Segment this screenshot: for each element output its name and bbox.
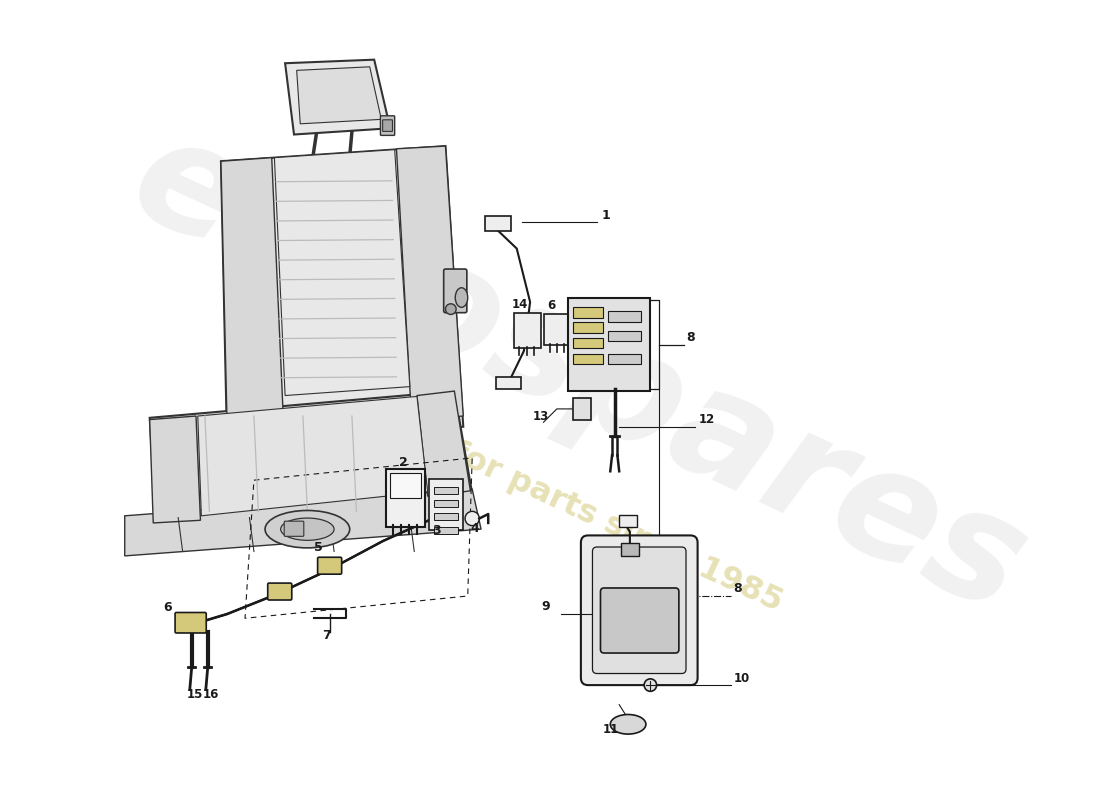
Polygon shape bbox=[285, 60, 390, 134]
FancyBboxPatch shape bbox=[386, 470, 425, 526]
Bar bbox=[433, 513, 458, 520]
FancyBboxPatch shape bbox=[429, 479, 463, 530]
Bar bbox=[433, 500, 458, 507]
FancyBboxPatch shape bbox=[381, 116, 395, 135]
Text: 10: 10 bbox=[734, 671, 750, 685]
Ellipse shape bbox=[455, 288, 468, 307]
FancyBboxPatch shape bbox=[514, 313, 541, 348]
Text: 2: 2 bbox=[399, 456, 408, 469]
Bar bbox=[573, 398, 591, 421]
Circle shape bbox=[645, 679, 657, 691]
Polygon shape bbox=[297, 66, 382, 124]
Text: 8: 8 bbox=[686, 331, 694, 344]
FancyBboxPatch shape bbox=[544, 314, 570, 345]
Text: eurospares: eurospares bbox=[110, 102, 1048, 645]
Polygon shape bbox=[396, 146, 463, 420]
FancyBboxPatch shape bbox=[601, 588, 679, 653]
Text: 7: 7 bbox=[322, 629, 331, 642]
Circle shape bbox=[446, 304, 456, 314]
FancyBboxPatch shape bbox=[318, 558, 342, 574]
Polygon shape bbox=[124, 489, 481, 556]
Bar bbox=[390, 473, 420, 498]
Polygon shape bbox=[274, 150, 410, 395]
Text: 11: 11 bbox=[603, 723, 619, 736]
Bar bbox=[573, 354, 603, 364]
FancyBboxPatch shape bbox=[485, 217, 512, 230]
Polygon shape bbox=[150, 416, 200, 523]
Text: 6: 6 bbox=[163, 601, 172, 614]
Text: 9: 9 bbox=[541, 600, 550, 614]
Text: 14: 14 bbox=[512, 298, 528, 311]
FancyBboxPatch shape bbox=[284, 521, 304, 536]
Ellipse shape bbox=[265, 510, 350, 548]
Bar bbox=[607, 311, 641, 322]
FancyBboxPatch shape bbox=[621, 543, 639, 556]
Text: 12: 12 bbox=[698, 413, 715, 426]
Text: 13: 13 bbox=[532, 410, 549, 423]
Bar bbox=[433, 526, 458, 534]
FancyBboxPatch shape bbox=[593, 547, 686, 674]
FancyBboxPatch shape bbox=[267, 583, 292, 600]
Text: 1: 1 bbox=[602, 209, 610, 222]
Text: 4: 4 bbox=[471, 522, 480, 535]
Circle shape bbox=[465, 511, 480, 526]
Bar bbox=[433, 487, 458, 494]
FancyBboxPatch shape bbox=[581, 535, 697, 685]
FancyBboxPatch shape bbox=[619, 515, 637, 527]
Bar bbox=[573, 307, 603, 318]
Bar bbox=[573, 322, 603, 333]
Ellipse shape bbox=[280, 518, 334, 540]
Ellipse shape bbox=[610, 714, 646, 734]
FancyBboxPatch shape bbox=[569, 298, 650, 391]
Polygon shape bbox=[221, 146, 463, 449]
FancyBboxPatch shape bbox=[175, 613, 206, 633]
Text: 6: 6 bbox=[547, 299, 556, 312]
Text: 3: 3 bbox=[432, 524, 441, 537]
Polygon shape bbox=[221, 158, 284, 429]
Polygon shape bbox=[150, 391, 472, 525]
Bar bbox=[607, 354, 641, 364]
Text: 16: 16 bbox=[204, 689, 220, 702]
FancyBboxPatch shape bbox=[443, 269, 466, 313]
Text: 5: 5 bbox=[314, 542, 322, 554]
Bar bbox=[607, 330, 641, 341]
Polygon shape bbox=[198, 397, 428, 516]
Text: 8: 8 bbox=[734, 582, 741, 595]
Bar bbox=[573, 338, 603, 348]
FancyBboxPatch shape bbox=[383, 120, 393, 131]
Polygon shape bbox=[417, 391, 471, 496]
Text: a passion for parts since 1985: a passion for parts since 1985 bbox=[282, 360, 788, 618]
Text: 15: 15 bbox=[187, 689, 204, 702]
FancyBboxPatch shape bbox=[496, 377, 521, 390]
